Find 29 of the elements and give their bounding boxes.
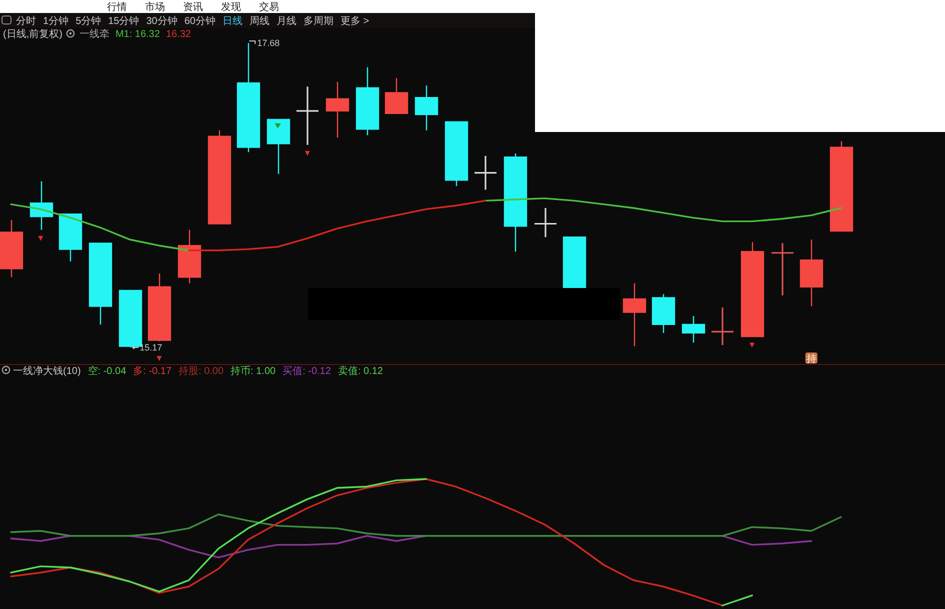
text: 市场 <box>145 1 165 13</box>
text: 多: -0.17 <box>133 365 172 377</box>
text: 多周期 <box>304 15 334 27</box>
text: 30分钟 <box>146 15 178 27</box>
text: 日线 <box>222 15 242 27</box>
text: 分时 <box>16 15 36 27</box>
annotation: 15.17 <box>140 342 162 352</box>
chart-title: 一线净大钱(10) <box>13 365 81 377</box>
chart-title: (日线,前复权) <box>3 28 62 40</box>
text: 一线牵 <box>79 28 110 40</box>
text: 16.32 <box>166 29 192 40</box>
text: 持股: 0.00 <box>178 365 224 377</box>
text: 持币: 1.00 <box>230 365 276 377</box>
text: M1: 16.32 <box>115 29 160 40</box>
text: 15分钟 <box>108 15 140 27</box>
text: 卖值: 0.12 <box>338 365 384 377</box>
text: 周线 <box>250 15 270 27</box>
text: 更多 > <box>340 15 370 27</box>
text: 月线 <box>276 15 296 27</box>
text: 交易 <box>259 1 279 13</box>
text: 资讯 <box>183 1 203 13</box>
text: 买值: -0.12 <box>282 366 332 377</box>
text: 空: -0.04 <box>88 365 127 377</box>
text: 1分钟 <box>43 15 69 27</box>
text: 5分钟 <box>76 15 102 27</box>
text: 60分钟 <box>184 15 216 27</box>
text: 发现 <box>221 2 241 13</box>
annotation: 17.68 <box>257 38 280 48</box>
text: 行情 <box>107 1 127 13</box>
